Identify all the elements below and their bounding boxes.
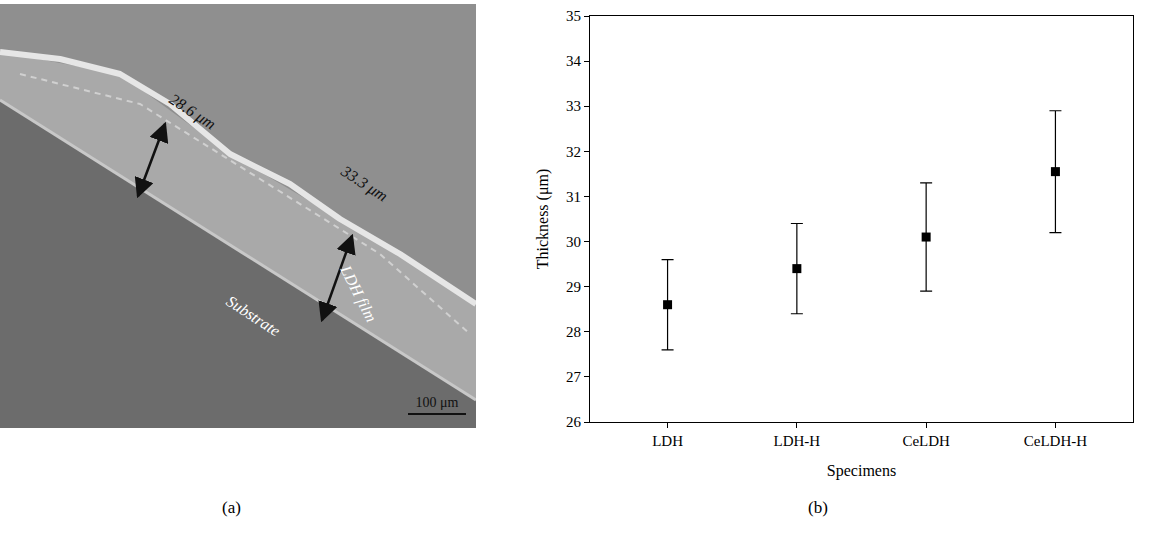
svg-text:30: 30 <box>566 234 581 250</box>
svg-text:26: 26 <box>566 414 582 430</box>
svg-text:Substrate: Substrate <box>223 292 283 339</box>
svg-text:31: 31 <box>566 189 581 205</box>
html-text:(b): (b) <box>808 498 828 517</box>
svg-text:LDH film: LDH film <box>336 262 380 325</box>
svg-text:33: 33 <box>566 98 581 114</box>
svg-text:28.6 μm: 28.6 μm <box>166 90 219 133</box>
svg-text:LDH-H: LDH-H <box>774 433 821 449</box>
svg-text:27: 27 <box>566 369 582 385</box>
svg-text:32: 32 <box>566 144 581 160</box>
html-text:(a): (a) <box>222 498 241 517</box>
svg-text:CeLDH-H: CeLDH-H <box>1024 433 1087 449</box>
svg-text:29: 29 <box>566 279 581 295</box>
svg-text:33.3 μm: 33.3 μm <box>337 162 391 206</box>
svg-text:LDH: LDH <box>652 433 683 449</box>
svg-text:Specimens: Specimens <box>827 462 896 480</box>
svg-text:35: 35 <box>566 8 581 24</box>
svg-text:100 μm: 100 μm <box>416 395 459 410</box>
svg-text:34: 34 <box>566 53 582 69</box>
svg-text:CeLDH: CeLDH <box>902 433 950 449</box>
svg-text:Thickness (μm): Thickness (μm) <box>534 169 552 270</box>
svg-text:28: 28 <box>566 324 581 340</box>
